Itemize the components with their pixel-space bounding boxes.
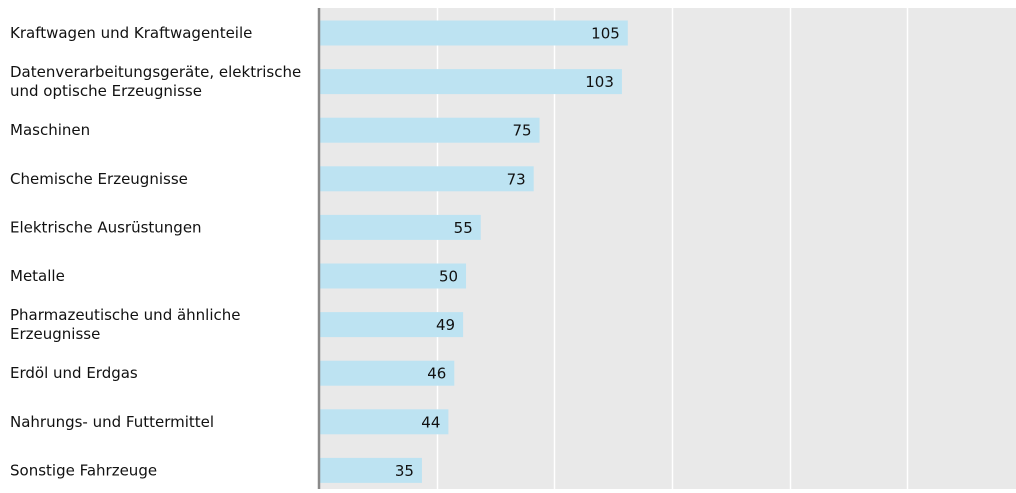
bar-8: [319, 360, 455, 386]
bar-9: [319, 409, 449, 435]
category-label-5: Elektrische Ausrüstungen: [10, 218, 202, 236]
value-label-10: 35: [395, 462, 414, 480]
bar-1: [319, 20, 628, 46]
category-label-8: Erdöl und Erdgas: [10, 364, 138, 382]
value-label-6: 50: [439, 268, 458, 286]
category-label-6: Metalle: [10, 267, 65, 285]
category-label-line: Chemische Erzeugnisse: [10, 170, 188, 188]
value-label-8: 46: [427, 365, 446, 383]
category-label-line: Pharmazeutische und ähnliche: [10, 306, 241, 324]
category-label-line: Erzeugnisse: [10, 325, 100, 343]
bar-10: [319, 457, 422, 483]
category-label-line: und optische Erzeugnisse: [10, 82, 202, 100]
category-label-7: Pharmazeutische und ähnliche Erzeugnisse: [10, 306, 241, 343]
category-label-line: Metalle: [10, 267, 65, 285]
category-label-3: Maschinen: [10, 121, 90, 139]
bar-2: [319, 69, 622, 95]
bar-5: [319, 214, 481, 240]
category-label-line: Maschinen: [10, 121, 90, 139]
category-label-10: Sonstige Fahrzeuge: [10, 461, 157, 479]
bar-3: [319, 117, 540, 143]
bar-6: [319, 263, 467, 289]
category-label-line: Elektrische Ausrüstungen: [10, 218, 202, 236]
value-label-4: 73: [507, 170, 526, 188]
bar-4: [319, 166, 534, 192]
category-label-9: Nahrungs- und Futtermittel: [10, 413, 214, 431]
category-label-4: Chemische Erzeugnisse: [10, 170, 188, 188]
category-label-line: Datenverarbeitungsgeräte, elektrische: [10, 63, 301, 81]
category-label-1: Kraftwagen und Kraftwagenteile: [10, 24, 252, 42]
value-label-5: 55: [454, 219, 473, 237]
value-label-2: 103: [585, 73, 614, 91]
value-label-7: 49: [436, 316, 455, 334]
category-label-line: Kraftwagen und Kraftwagenteile: [10, 24, 252, 42]
value-label-9: 44: [421, 413, 440, 431]
category-label-line: Erdöl und Erdgas: [10, 364, 138, 382]
bar-7: [319, 312, 464, 338]
category-label-line: Nahrungs- und Futtermittel: [10, 413, 214, 431]
value-label-1: 105: [591, 25, 620, 43]
value-label-3: 75: [512, 122, 531, 140]
category-label-2: Datenverarbeitungsgeräte, elektrische und…: [10, 63, 301, 100]
category-label-line: Sonstige Fahrzeuge: [10, 461, 157, 479]
